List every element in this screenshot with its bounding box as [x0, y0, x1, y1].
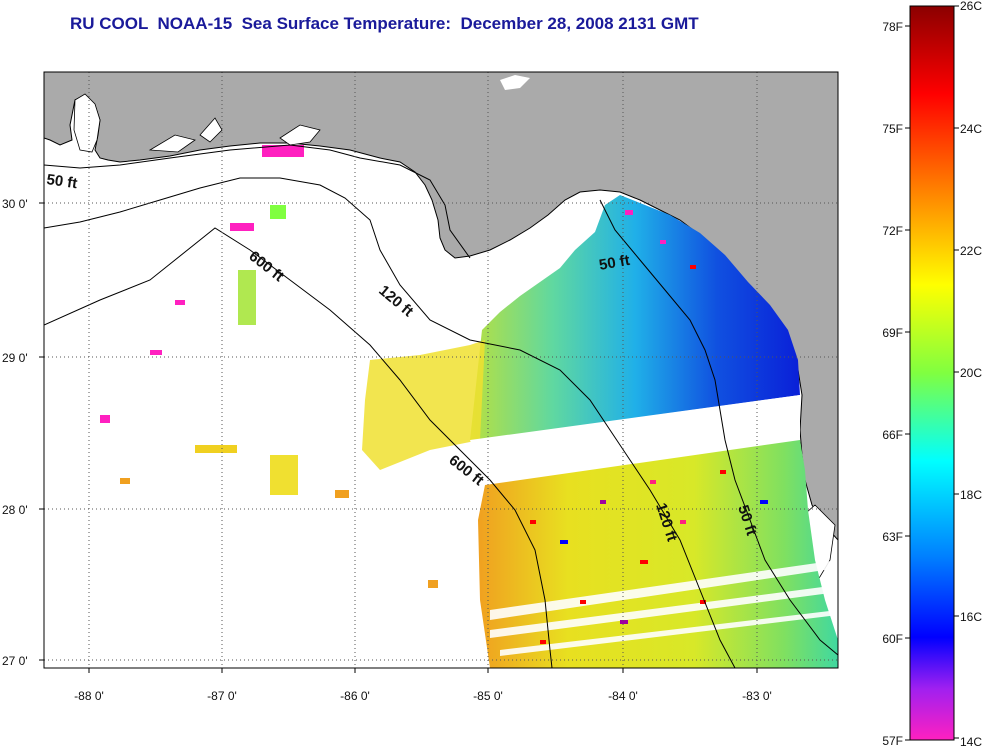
colorbar-f-label: 57F	[882, 734, 903, 748]
colorbar-c-label: 24C	[960, 122, 982, 136]
colorbar	[909, 5, 955, 741]
lon-label: -88 0'	[74, 689, 104, 703]
contour-label: 50 ft	[45, 171, 78, 192]
sst-swath-south	[478, 440, 838, 668]
map-title: RU COOL NOAA-15 Sea Surface Temperature:…	[70, 14, 699, 33]
colorbar-c-label: 26C	[960, 0, 982, 13]
graticule	[44, 72, 838, 668]
colorbar-f-label: 63F	[882, 530, 903, 544]
contour-600ft	[44, 227, 553, 668]
lat-label: 30 0'	[2, 197, 28, 211]
colorbar-f-label: 66F	[882, 428, 903, 442]
contour-50ft-east	[599, 199, 838, 656]
colorbar-c-label: 14C	[960, 735, 982, 749]
colorbar-c-label: 22C	[960, 244, 982, 258]
lat-label: 29 0'	[2, 351, 28, 365]
lat-label: 28 0'	[2, 503, 28, 517]
lon-label: -87 0'	[207, 689, 237, 703]
contour-120ft	[44, 177, 736, 668]
lon-label: -86 0'	[340, 689, 370, 703]
colorbar-f-label: 75F	[882, 122, 903, 136]
lat-label: 27 0'	[2, 654, 28, 668]
sst-swath-north	[470, 195, 800, 440]
lon-label: -85 0'	[473, 689, 503, 703]
colorbar-f-label: 72F	[882, 224, 903, 238]
contour-label: 50 ft	[598, 252, 631, 274]
lon-label: -83 0'	[742, 689, 772, 703]
lon-label: -84 0'	[608, 689, 638, 703]
colorbar-f-label: 60F	[882, 632, 903, 646]
colorbar-c-label: 20C	[960, 366, 982, 380]
contour-50ft-west	[44, 144, 471, 259]
colorbar-f-label: 69F	[882, 326, 903, 340]
sst-noise-pixels	[100, 145, 768, 644]
colorbar-c-label: 16C	[960, 610, 982, 624]
colorbar-c-label: 18C	[960, 488, 982, 502]
swath-gap	[470, 395, 800, 485]
colorbar-f-label: 78F	[882, 20, 903, 34]
